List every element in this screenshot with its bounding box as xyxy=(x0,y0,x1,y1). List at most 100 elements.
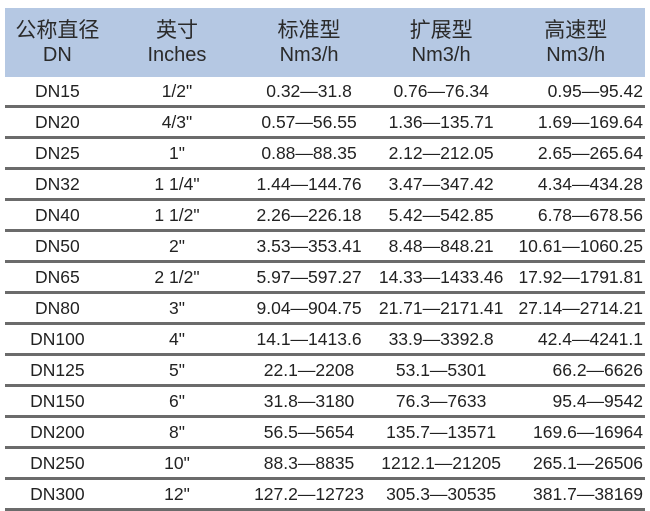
cell-extended-type: 0.76—76.34 xyxy=(393,80,489,101)
header-label: 公称直径 xyxy=(15,17,100,42)
table-row: DN32 1 1/4" 1.44—144.76 3.47—347.42 4.34—434… xyxy=(5,170,645,201)
cell-inches: 1 1/4" xyxy=(154,173,200,194)
header-unit: Nm3/h xyxy=(546,43,606,66)
cell-extended-type: 3.47—347.42 xyxy=(388,173,494,194)
table-row: DN300 12" 127.2—12723 305.3—30535 381.7—3816… xyxy=(5,480,645,511)
cell-high-speed-type: 265.1—26506 xyxy=(533,452,643,473)
cell-nominal-diameter: DN250 xyxy=(30,452,85,473)
cell-inches: 6" xyxy=(168,390,185,411)
table-row: DN20 4/3" 0.57—56.55 1.36—135.71 1.69—169.64 xyxy=(5,108,645,139)
header-inches: 英寸 Inches xyxy=(110,8,245,77)
cell-standard-type: 5.97—597.27 xyxy=(256,266,362,287)
table-row: DN50 2" 3.53—353.41 8.48—848.21 10.61—1060.2… xyxy=(5,232,645,263)
cell-nominal-diameter: DN65 xyxy=(34,266,80,287)
header-unit: Nm3/h xyxy=(411,43,471,66)
cell-nominal-diameter: DN200 xyxy=(30,421,85,442)
cell-inches: 8" xyxy=(168,421,185,442)
header-label: 扩展型 xyxy=(409,17,473,42)
cell-inches: 10" xyxy=(164,452,190,473)
header-label: 高速型 xyxy=(544,17,608,42)
table-row: DN80 3" 9.04—904.75 21.71—2171.41 27.14—2714… xyxy=(5,294,645,325)
cell-standard-type: 0.88—88.35 xyxy=(261,142,357,163)
cell-nominal-diameter: DN40 xyxy=(34,204,80,225)
cell-standard-type: 22.1—2208 xyxy=(263,359,355,380)
cell-extended-type: 305.3—30535 xyxy=(386,483,497,504)
table-row: DN40 1 1/2" 2.26—226.18 5.42—542.85 6.78—678… xyxy=(5,201,645,232)
table-row: DN250 10" 88.3—8835 1212.1—21205 265.1—26506 xyxy=(5,449,645,480)
cell-nominal-diameter: DN25 xyxy=(34,142,80,163)
table-body: DN15 1/2" 0.32—31.8 0.76—76.34 0.95—95.42 DN2… xyxy=(5,77,645,511)
cell-nominal-diameter: DN20 xyxy=(34,111,80,132)
cell-extended-type: 53.1—5301 xyxy=(395,359,487,380)
cell-standard-type: 0.32—31.8 xyxy=(266,80,352,101)
table-row: DN25 1" 0.88—88.35 2.12—212.05 2.65—265.64 xyxy=(5,139,645,170)
table-row: DN150 6" 31.8—3180 76.3—7633 95.4—9542 xyxy=(5,387,645,418)
cell-high-speed-type: 4.34—434.28 xyxy=(537,173,643,194)
cell-extended-type: 21.71—2171.41 xyxy=(378,297,504,318)
cell-inches: 4/3" xyxy=(161,111,193,132)
table-row: DN125 5" 22.1—2208 53.1—5301 66.2—6626 xyxy=(5,356,645,387)
cell-inches: 1 1/2" xyxy=(154,204,200,225)
cell-extended-type: 1212.1—21205 xyxy=(381,452,501,473)
cell-standard-type: 56.5—5654 xyxy=(263,421,355,442)
cell-standard-type: 3.53—353.41 xyxy=(256,235,362,256)
cell-nominal-diameter: DN80 xyxy=(34,297,80,318)
cell-extended-type: 2.12—212.05 xyxy=(388,142,494,163)
cell-inches: 12" xyxy=(164,483,190,504)
cell-inches: 2 1/2" xyxy=(154,266,200,287)
cell-extended-type: 14.33—1433.46 xyxy=(378,266,504,287)
header-standard-type: 标准型 Nm3/h xyxy=(244,8,374,77)
cell-nominal-diameter: DN15 xyxy=(34,80,80,101)
cell-high-speed-type: 66.2—6626 xyxy=(552,359,644,380)
cell-inches: 1/2" xyxy=(161,80,193,101)
table-row: DN200 8" 56.5—5654 135.7—13571 169.6—16964 xyxy=(5,418,645,449)
cell-standard-type: 88.3—8835 xyxy=(263,452,355,473)
cell-standard-type: 1.44—144.76 xyxy=(256,173,362,194)
cell-inches: 4" xyxy=(168,328,185,349)
cell-standard-type: 0.57—56.55 xyxy=(261,111,357,132)
cell-nominal-diameter: DN125 xyxy=(30,359,85,380)
cell-nominal-diameter: DN150 xyxy=(30,390,85,411)
cell-nominal-diameter: DN300 xyxy=(30,483,85,504)
cell-high-speed-type: 17.92—1791.81 xyxy=(518,266,643,287)
cell-standard-type: 2.26—226.18 xyxy=(256,204,362,225)
cell-high-speed-type: 6.78—678.56 xyxy=(537,204,643,225)
header-unit: DN xyxy=(42,43,72,66)
header-high-speed-type: 高速型 Nm3/h xyxy=(508,8,645,77)
cell-standard-type: 9.04—904.75 xyxy=(256,297,362,318)
table-row: DN65 2 1/2" 5.97—597.27 14.33—1433.46 17.92—… xyxy=(5,263,645,294)
header-label: 标准型 xyxy=(277,17,341,42)
cell-high-speed-type: 27.14—2714.21 xyxy=(518,297,643,318)
cell-extended-type: 135.7—13571 xyxy=(386,421,497,442)
table-row: DN100 4" 14.1—1413.6 33.9—3392.8 42.4—4241.1 xyxy=(5,325,645,356)
cell-high-speed-type: 381.7—38169 xyxy=(533,483,643,504)
cell-high-speed-type: 2.65—265.64 xyxy=(537,142,643,163)
header-unit: Nm3/h xyxy=(279,43,339,66)
cell-high-speed-type: 42.4—4241.1 xyxy=(537,328,643,349)
cell-high-speed-type: 10.61—1060.25 xyxy=(518,235,643,256)
header-nominal-diameter: 公称直径 DN xyxy=(5,8,110,77)
cell-extended-type: 8.48—848.21 xyxy=(388,235,494,256)
header-extended-type: 扩展型 Nm3/h xyxy=(374,8,509,77)
cell-high-speed-type: 95.4—9542 xyxy=(552,390,644,411)
cell-inches: 5" xyxy=(168,359,185,380)
header-unit: Inches xyxy=(147,43,207,66)
cell-nominal-diameter: DN32 xyxy=(34,173,80,194)
cell-standard-type: 127.2—12723 xyxy=(254,483,365,504)
cell-standard-type: 14.1—1413.6 xyxy=(256,328,362,349)
cell-high-speed-type: 0.95—95.42 xyxy=(547,80,643,101)
cell-extended-type: 5.42—542.85 xyxy=(388,204,494,225)
cell-nominal-diameter: DN50 xyxy=(34,235,80,256)
cell-extended-type: 1.36—135.71 xyxy=(388,111,494,132)
cell-inches: 2" xyxy=(168,235,185,256)
cell-high-speed-type: 169.6—16964 xyxy=(533,421,643,442)
table-header: 公称直径 DN 英寸 Inches 标准型 Nm3/h 扩展型 Nm3/h 高速型 Nm3/h xyxy=(5,8,645,77)
cell-standard-type: 31.8—3180 xyxy=(263,390,355,411)
cell-inches: 3" xyxy=(168,297,185,318)
cell-extended-type: 33.9—3392.8 xyxy=(388,328,494,349)
cell-high-speed-type: 1.69—169.64 xyxy=(537,111,643,132)
cell-extended-type: 76.3—7633 xyxy=(395,390,487,411)
table-row: DN15 1/2" 0.32—31.8 0.76—76.34 0.95—95.42 xyxy=(5,77,645,108)
cell-inches: 1" xyxy=(168,142,185,163)
header-label: 英寸 xyxy=(155,17,198,42)
